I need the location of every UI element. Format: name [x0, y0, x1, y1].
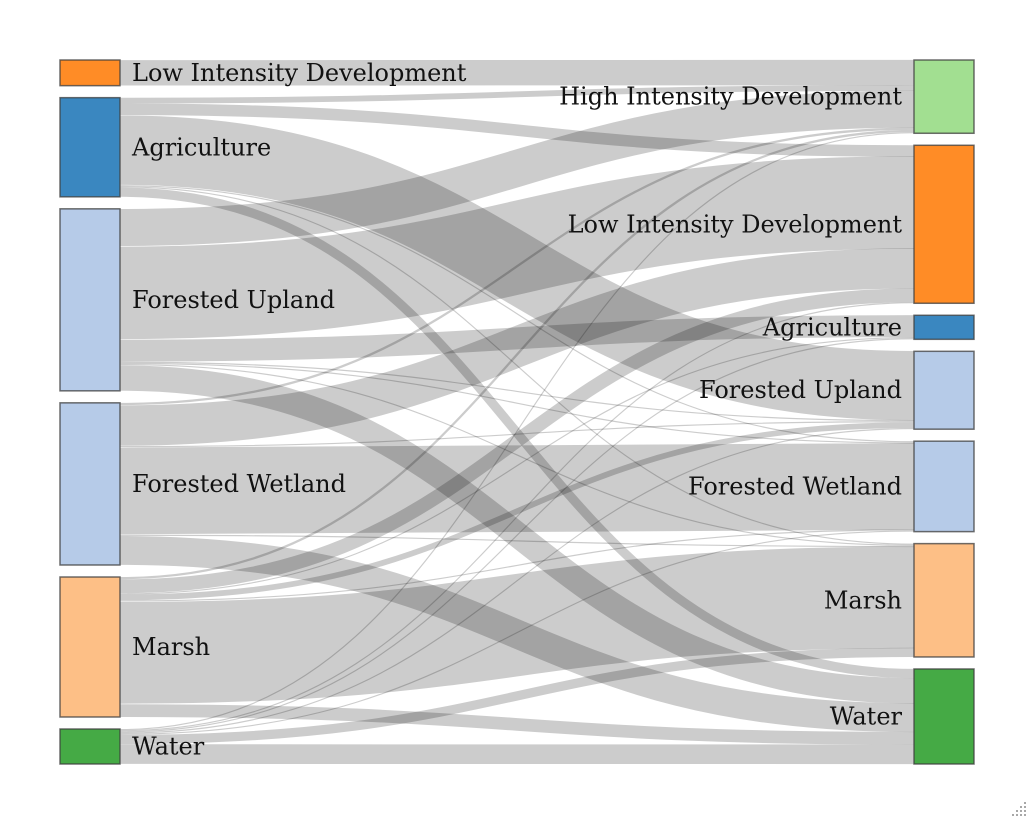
link-ag-to-fw[interactable] — [119, 185, 915, 443]
label-tgt-hid: High Intensity Development — [559, 83, 902, 111]
link-ag-to-hid[interactable] — [119, 85, 915, 104]
link-fu-to-fu[interactable] — [119, 361, 915, 422]
link-water-to-ag[interactable] — [119, 338, 915, 733]
label-tgt-lid: Low Intensity Development — [568, 210, 903, 238]
label-tgt-water: Water — [830, 702, 903, 730]
link-ag-to-water[interactable] — [119, 187, 915, 679]
link-fw-to-marsh[interactable] — [119, 534, 915, 548]
link-fu-to-marsh[interactable] — [119, 364, 915, 546]
label-src-marsh: Marsh — [132, 633, 210, 661]
link-fw-to-hid[interactable] — [119, 127, 915, 406]
link-ag-to-lid[interactable] — [119, 103, 915, 157]
nodes-layer — [59, 59, 975, 765]
link-marsh-to-lid[interactable] — [119, 288, 915, 594]
link-ag-to-marsh[interactable] — [119, 186, 915, 545]
link-fw-to-lid[interactable] — [119, 248, 915, 446]
node-src-lid[interactable] — [59, 59, 121, 87]
label-tgt-fu: Forested Upland — [699, 376, 902, 404]
node-src-ag[interactable] — [59, 96, 121, 198]
link-marsh-to-fu[interactable] — [119, 422, 915, 601]
label-src-fw: Forested Wetland — [132, 470, 346, 498]
label-tgt-ag: Agriculture — [762, 313, 902, 341]
node-tgt-fw[interactable] — [913, 440, 975, 533]
link-water-to-marsh[interactable] — [119, 647, 915, 745]
link-fu-to-lid[interactable] — [119, 156, 915, 340]
link-fw-to-fu[interactable] — [119, 421, 915, 448]
node-tgt-lid[interactable] — [913, 144, 975, 305]
links-layer — [119, 59, 915, 765]
link-marsh-to-hid[interactable] — [119, 129, 915, 580]
node-tgt-ag[interactable] — [913, 314, 975, 341]
label-tgt-fw: Forested Wetland — [688, 472, 902, 500]
resize-handle-icon[interactable] — [1006, 796, 1028, 818]
label-src-water: Water — [132, 733, 205, 761]
link-water-to-fu[interactable] — [119, 428, 915, 734]
node-src-fu[interactable] — [59, 208, 121, 392]
link-fu-to-fw[interactable] — [119, 362, 915, 444]
link-ag-to-fu[interactable] — [119, 115, 915, 421]
label-tgt-marsh: Marsh — [824, 586, 902, 614]
node-tgt-fu[interactable] — [913, 350, 975, 430]
label-src-ag: Agriculture — [131, 133, 271, 161]
node-src-water[interactable] — [59, 728, 121, 765]
link-fu-to-ag[interactable] — [119, 315, 915, 362]
link-marsh-to-fw[interactable] — [119, 529, 915, 602]
link-marsh-to-marsh[interactable] — [119, 546, 915, 704]
link-fu-to-water[interactable] — [119, 365, 915, 704]
link-water-to-hid[interactable] — [119, 132, 915, 731]
link-fw-to-fw[interactable] — [119, 443, 915, 535]
link-marsh-to-water[interactable] — [119, 704, 915, 745]
link-fu-to-hid[interactable] — [119, 90, 915, 246]
link-fw-to-water[interactable] — [119, 535, 915, 733]
link-water-to-lid[interactable] — [119, 302, 915, 732]
node-tgt-hid[interactable] — [913, 59, 975, 135]
node-tgt-water[interactable] — [913, 668, 975, 765]
node-tgt-marsh[interactable] — [913, 542, 975, 658]
link-marsh-to-ag[interactable] — [119, 337, 915, 595]
label-src-fu: Forested Upland — [132, 286, 335, 314]
label-src-lid: Low Intensity Development — [132, 59, 467, 87]
link-water-to-fw[interactable] — [119, 530, 915, 735]
node-src-marsh[interactable] — [59, 576, 121, 718]
labels-layer: Low Intensity Development Agriculture Fore… — [131, 59, 903, 761]
node-src-fw[interactable] — [59, 402, 121, 566]
